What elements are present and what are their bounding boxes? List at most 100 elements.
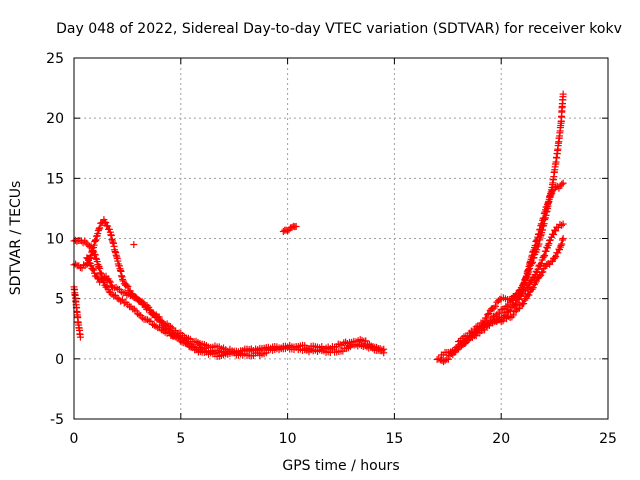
- data-point: [521, 296, 529, 304]
- data-point: [163, 324, 171, 332]
- data-point: [499, 317, 507, 325]
- data-point: [558, 180, 566, 188]
- data-point: [542, 247, 550, 255]
- data-point: [536, 272, 544, 280]
- data-point: [93, 258, 101, 266]
- x-tick-label: 5: [176, 431, 185, 447]
- data-point: [96, 264, 104, 272]
- data-point: [130, 241, 138, 249]
- x-axis-label: GPS time / hours: [282, 458, 399, 474]
- data-point: [520, 300, 528, 308]
- data-point: [551, 254, 559, 262]
- data-point: [175, 333, 183, 341]
- data-point: [485, 309, 493, 317]
- data-point: [444, 355, 452, 363]
- data-point: [537, 259, 545, 267]
- data-point: [84, 241, 92, 249]
- data-point: [559, 220, 567, 228]
- data-point: [550, 231, 558, 239]
- data-point: [92, 236, 100, 244]
- data-point: [95, 225, 103, 233]
- data-point: [532, 237, 540, 245]
- grid-lines: [74, 58, 608, 419]
- data-point: [89, 247, 97, 255]
- data-point: [511, 293, 519, 301]
- data-point: [181, 339, 189, 347]
- data-point: [72, 260, 80, 268]
- data-point: [535, 230, 543, 238]
- data-point: [113, 294, 121, 302]
- data-point: [496, 309, 504, 317]
- y-tick-label: 25: [46, 51, 64, 67]
- data-point: [94, 230, 102, 238]
- data-point: [559, 179, 567, 187]
- data-point: [516, 304, 524, 312]
- data-point: [523, 284, 531, 292]
- data-point: [492, 302, 500, 310]
- data-point: [483, 314, 491, 322]
- data-point: [84, 254, 92, 262]
- data-point: [537, 261, 545, 269]
- data-point: [93, 274, 101, 282]
- data-point: [528, 285, 536, 293]
- y-tick-label: 15: [46, 171, 64, 187]
- data-point: [559, 235, 567, 242]
- data-point: [136, 296, 144, 304]
- data-point: [525, 291, 533, 299]
- data-point: [90, 266, 98, 274]
- data-point: [143, 316, 151, 324]
- y-tick-label: 5: [55, 292, 64, 308]
- data-point: [91, 237, 99, 245]
- data-point: [509, 311, 517, 319]
- data-point: [135, 311, 143, 319]
- data-point: [539, 268, 547, 276]
- data-point: [557, 241, 565, 249]
- data-point: [147, 317, 155, 325]
- data-point: [96, 224, 104, 232]
- data-point: [173, 334, 181, 342]
- data-point: [484, 310, 492, 318]
- y-tick-label: 0: [55, 352, 64, 368]
- data-point: [102, 219, 110, 227]
- x-tick-label: 20: [492, 431, 510, 447]
- x-tick-label: 10: [279, 431, 297, 447]
- data-point: [545, 198, 553, 206]
- data-point: [292, 222, 300, 230]
- data-point: [138, 314, 146, 322]
- data-point: [130, 305, 138, 313]
- data-point: [559, 90, 567, 98]
- data-point: [544, 199, 552, 207]
- data-point: [124, 283, 132, 291]
- data-point: [94, 263, 102, 271]
- plot-frame: [73, 57, 609, 420]
- data-point: [88, 248, 96, 256]
- data-point: [530, 281, 538, 289]
- data-point: [105, 277, 113, 285]
- data-point: [531, 241, 539, 249]
- data-point: [123, 281, 131, 289]
- data-point: [534, 265, 542, 273]
- y-tick-label: -5: [50, 412, 64, 428]
- data-point: [83, 254, 91, 262]
- data-point: [545, 240, 553, 248]
- x-tick-label: 0: [70, 431, 79, 447]
- data-point: [85, 255, 93, 263]
- data-point: [157, 318, 165, 326]
- data-point: [529, 284, 537, 292]
- data-point: [541, 251, 549, 259]
- data-point: [552, 253, 560, 261]
- data-point: [512, 300, 520, 308]
- x-tick-label: 15: [385, 431, 403, 447]
- data-point: [547, 191, 555, 199]
- data-points: [70, 90, 567, 366]
- x-tick-label: 25: [599, 431, 617, 447]
- data-point: [552, 183, 560, 191]
- data-point: [170, 332, 178, 340]
- data-point: [441, 356, 449, 364]
- data-point: [90, 241, 98, 249]
- data-point: [548, 187, 556, 195]
- data-point: [490, 304, 498, 312]
- data-point: [76, 333, 84, 341]
- data-point: [435, 355, 443, 363]
- data-point: [380, 345, 388, 353]
